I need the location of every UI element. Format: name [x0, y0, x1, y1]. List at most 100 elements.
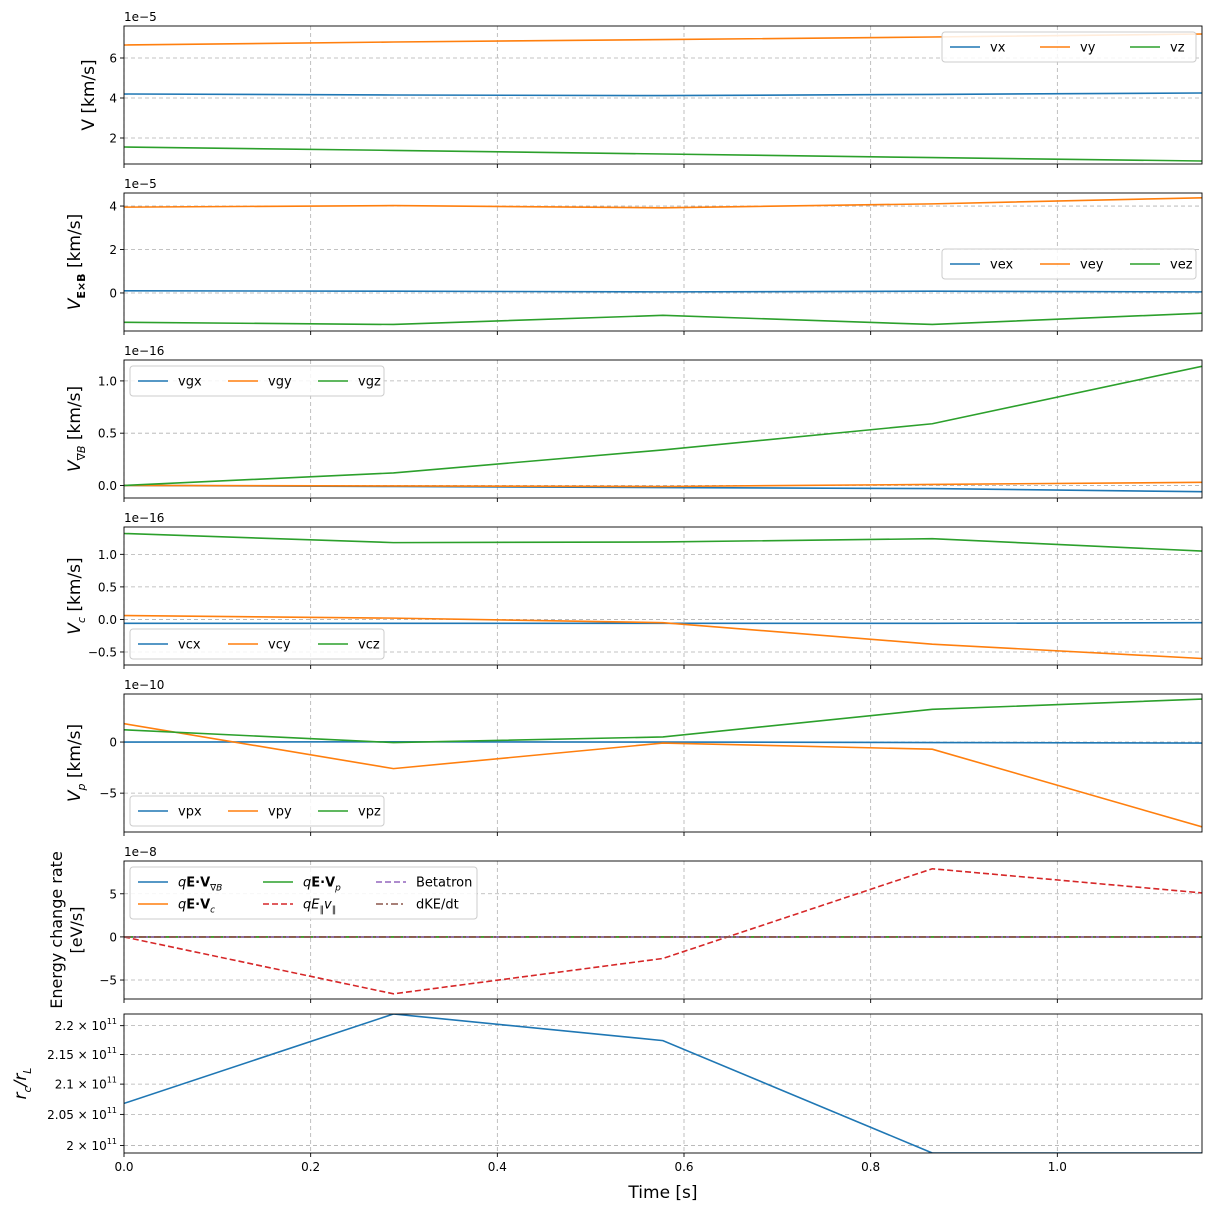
series-line-vey — [124, 196, 1202, 209]
legend-label: vy — [1080, 41, 1096, 56]
offset-text: 1e−16 — [124, 344, 164, 358]
y-tick-label: 1.0 — [98, 548, 117, 562]
axes-frame — [123, 693, 1203, 833]
offset-text: 1e−16 — [124, 511, 164, 525]
legend-label: vpx — [178, 805, 202, 820]
y-tick-label: 4 — [109, 92, 117, 106]
y-axis-label-line2: [eV/s] — [67, 907, 86, 954]
y-tick-label: 2 × 1011 — [66, 1137, 117, 1153]
legend: vcx vcy vcz — [129, 628, 385, 660]
offset-text: 1e−8 — [124, 845, 157, 859]
legend-label: qE∥v∥ — [303, 898, 336, 916]
series-line-vez — [124, 312, 1202, 326]
series-line-vpy — [124, 722, 1202, 828]
series-line-vz — [124, 146, 1202, 162]
series-line-vx — [124, 92, 1202, 97]
y-tick-label: 1.0 — [98, 374, 117, 388]
axes-frame — [123, 192, 1203, 332]
legend-label: vx — [990, 41, 1006, 56]
y-tick-label: −5 — [99, 974, 117, 988]
y-tick-label: 4 — [109, 200, 117, 214]
x-tick-label: 0.0 — [114, 1160, 133, 1174]
legend-label: Betatron — [416, 876, 472, 891]
legend-label: vcz — [358, 638, 380, 653]
y-tick-label: 0 — [109, 736, 117, 750]
y-tick-label: 5 — [109, 887, 117, 901]
legend-label: vgy — [268, 375, 292, 390]
series-group — [124, 196, 1202, 326]
axes-frame — [123, 359, 1203, 499]
y-axis-label: V∇B [km/s] — [65, 386, 88, 472]
legend-label: qE·V∇B — [178, 876, 222, 894]
x-tick-label: 0.6 — [674, 1160, 693, 1174]
legend-label: vgx — [178, 375, 202, 390]
y-tick-label: 6 — [109, 52, 117, 66]
y-tick-label: 2.1 × 1011 — [55, 1076, 117, 1092]
legend-label: qE·Vp — [303, 876, 341, 894]
axes-frame — [123, 526, 1203, 666]
series-line-vex — [124, 289, 1202, 293]
legend-label: vex — [990, 258, 1013, 273]
y-tick-label: 2.05 × 1011 — [47, 1106, 117, 1122]
y-tick-label: −5 — [99, 787, 117, 801]
y-tick-label: 2 — [109, 132, 117, 146]
series-line-vgy — [124, 481, 1202, 488]
y-axis-label: V [km/s] — [79, 59, 99, 130]
panel-v: 2 4 6 1e−5 V [km/s] vx vy vz — [79, 10, 1203, 168]
legend: vex vey vez — [941, 248, 1197, 280]
axes-frame — [123, 1013, 1203, 1154]
offset-text: 1e−5 — [124, 177, 157, 191]
series-group — [124, 365, 1202, 493]
panel-vp: −5 0 1e−10 Vp [km/s] vpx vpy vpz — [65, 678, 1203, 836]
y-tick-label: 2.2 × 1011 — [55, 1017, 117, 1033]
legend: qE·V∇B qE·Vc qE·Vp qE∥v∥ Betatron dKE/dt — [129, 866, 478, 920]
panel-vgradb: 0.0 0.5 1.0 1e−16 V∇B [km/s] vgx vgy vgz — [65, 344, 1203, 502]
series-group — [124, 532, 1202, 660]
legend: vpx vpy vpz — [129, 795, 385, 827]
series-line-qE∥v∥ — [124, 867, 1202, 995]
legend-label: dKE/dt — [416, 898, 459, 913]
series-group — [124, 867, 1202, 995]
y-axis-label: Energy change rate — [47, 851, 66, 1009]
legend-label: vpy — [268, 805, 292, 820]
x-tick-label: 0.8 — [861, 1160, 880, 1174]
legend-label: vgz — [358, 375, 381, 390]
y-tick-label: 0.5 — [98, 580, 117, 594]
x-tick-label: 1.0 — [1048, 1160, 1067, 1174]
offset-text: 1e−10 — [124, 678, 164, 692]
series-line-vgz — [124, 365, 1202, 487]
legend-label: vez — [1170, 258, 1193, 273]
y-axis-label: Vc [km/s] — [65, 557, 88, 634]
y-tick-label: 0.0 — [98, 479, 117, 493]
axes-frame — [123, 860, 1203, 1000]
series-line-vcy — [124, 614, 1202, 660]
series-line-vpz — [124, 698, 1202, 744]
legend-label: vz — [1170, 41, 1185, 56]
legend-label: vcy — [268, 638, 291, 653]
series-line-vcz — [124, 532, 1202, 552]
series-group — [124, 1014, 1202, 1153]
series-group — [124, 698, 1202, 828]
y-tick-label: 2 — [109, 243, 117, 257]
panel-vc: −0.5 0.0 0.5 1.0 1e−16 Vc [km/s] vcx vcy vcz — [65, 511, 1203, 669]
y-tick-label: 0.0 — [98, 613, 117, 627]
panel-rc_rl: 0.0 0.2 0.4 0.6 0.8 1.0 2 × 1011 2.05 × 1011 2.1… — [11, 1013, 1203, 1174]
axes-frame — [123, 25, 1203, 165]
y-tick-label: 0 — [109, 930, 117, 944]
y-tick-label: −0.5 — [88, 645, 117, 659]
y-tick-label: 0.5 — [98, 427, 117, 441]
legend: vx vy vz — [941, 31, 1197, 63]
series-line-rc/rL — [124, 1014, 1202, 1153]
legend-label: qE·Vc — [178, 898, 215, 916]
y-tick-label: 2.15 × 1011 — [47, 1046, 117, 1062]
y-axis-label: Vp [km/s] — [65, 724, 88, 802]
legend-label: vey — [1080, 258, 1104, 273]
legend-label: vpz — [358, 805, 381, 820]
legend-label: vcx — [178, 638, 201, 653]
x-axis-label: Time [s] — [627, 1183, 697, 1203]
series-line-vpx — [124, 741, 1202, 744]
legend-box — [129, 866, 478, 920]
panel-vexb: 0 2 4 1e−5 VE×B [km/s] vex vey vez — [65, 177, 1203, 335]
